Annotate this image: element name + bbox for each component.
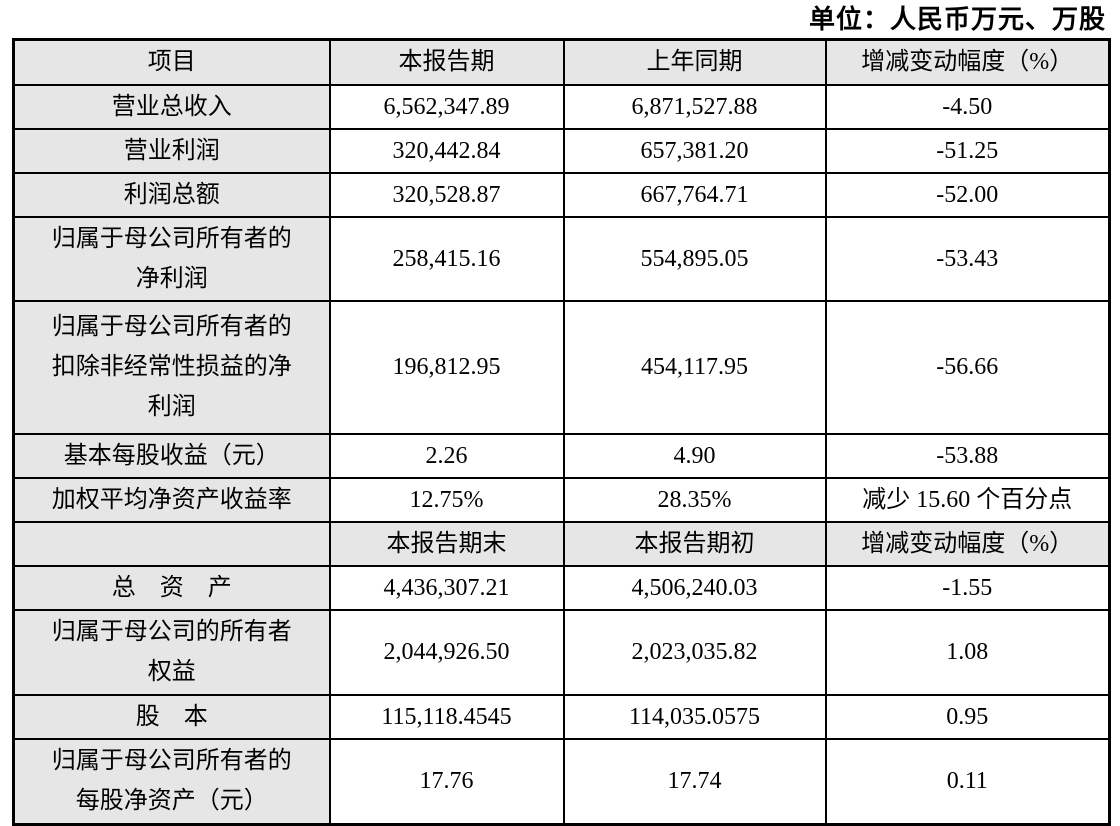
row-label: 营业总收入 bbox=[12, 83, 331, 130]
value-current: 2,044,926.50 bbox=[328, 608, 565, 696]
value-current: 6,562,347.89 bbox=[328, 83, 565, 130]
table-header-row-1: 项目 本报告期 上年同期 增减变动幅度（%） bbox=[12, 38, 1111, 86]
table-row-total-revenue: 营业总收入 6,562,347.89 6,871,527.88 -4.50 bbox=[12, 83, 1111, 130]
row-label: 股 本 bbox=[12, 693, 331, 740]
value-prior: 6,871,527.88 bbox=[562, 83, 827, 130]
header-period-begin: 本报告期初 bbox=[562, 520, 827, 567]
row-label: 总 资 产 bbox=[12, 564, 331, 611]
value-change: -52.00 bbox=[824, 171, 1111, 218]
header-change-percent: 增减变动幅度（%） bbox=[824, 38, 1111, 86]
row-label: 营业利润 bbox=[12, 127, 331, 174]
value-prior: 667,764.71 bbox=[562, 171, 827, 218]
value-prior: 657,381.20 bbox=[562, 127, 827, 174]
table-row-total-assets: 总 资 产 4,436,307.21 4,506,240.03 -1.55 bbox=[12, 564, 1111, 611]
table-row-net-profit-parent: 归属于母公司所有者的 净利润 258,415.16 554,895.05 -53… bbox=[12, 215, 1111, 302]
header-empty bbox=[12, 520, 331, 567]
table-row-parent-equity: 归属于母公司的所有者 权益 2,044,926.50 2,023,035.82 … bbox=[12, 608, 1111, 696]
value-prior: 4,506,240.03 bbox=[562, 564, 827, 611]
row-label: 归属于母公司所有者的 净利润 bbox=[12, 215, 331, 302]
value-current: 320,442.84 bbox=[328, 127, 565, 174]
value-change: 减少 15.60 个百分点 bbox=[824, 476, 1111, 523]
table-row-total-profit: 利润总额 320,528.87 667,764.71 -52.00 bbox=[12, 171, 1111, 218]
row-label: 基本每股收益（元） bbox=[12, 432, 331, 479]
value-current: 2.26 bbox=[328, 432, 565, 479]
value-change: -56.66 bbox=[824, 299, 1111, 435]
value-current: 320,528.87 bbox=[328, 171, 565, 218]
header-prior-period: 上年同期 bbox=[562, 38, 827, 86]
header-current-period: 本报告期 bbox=[328, 38, 565, 86]
table-header-row-2: 本报告期末 本报告期初 增减变动幅度（%） bbox=[12, 520, 1111, 567]
row-label: 归属于母公司所有者的 每股净资产（元） bbox=[12, 737, 331, 826]
value-current: 115,118.4545 bbox=[328, 693, 565, 740]
value-change: 1.08 bbox=[824, 608, 1111, 696]
header-change-percent-2: 增减变动幅度（%） bbox=[824, 520, 1111, 567]
value-prior: 114,035.0575 bbox=[562, 693, 827, 740]
table-row-share-capital: 股 本 115,118.4545 114,035.0575 0.95 bbox=[12, 693, 1111, 740]
value-prior: 17.74 bbox=[562, 737, 827, 826]
row-label: 加权平均净资产收益率 bbox=[12, 476, 331, 523]
value-change: -53.88 bbox=[824, 432, 1111, 479]
value-current: 4,436,307.21 bbox=[328, 564, 565, 611]
table-row-net-assets-per-share: 归属于母公司所有者的 每股净资产（元） 17.76 17.74 0.11 bbox=[12, 737, 1111, 826]
value-prior: 554,895.05 bbox=[562, 215, 827, 302]
table-row-net-profit-excl-nonrecurring: 归属于母公司所有者的 扣除非经常性损益的净 利润 196,812.95 454,… bbox=[12, 299, 1111, 435]
value-change: 0.11 bbox=[824, 737, 1111, 826]
financial-summary-table: 项目 本报告期 上年同期 增减变动幅度（%） 营业总收入 6,562,347.8… bbox=[12, 38, 1111, 826]
value-prior: 28.35% bbox=[562, 476, 827, 523]
row-label: 归属于母公司所有者的 扣除非经常性损益的净 利润 bbox=[12, 299, 331, 435]
value-current: 258,415.16 bbox=[328, 215, 565, 302]
value-prior: 4.90 bbox=[562, 432, 827, 479]
value-prior: 2,023,035.82 bbox=[562, 608, 827, 696]
value-current: 12.75% bbox=[328, 476, 565, 523]
value-change: -53.43 bbox=[824, 215, 1111, 302]
value-current: 17.76 bbox=[328, 737, 565, 826]
row-label: 归属于母公司的所有者 权益 bbox=[12, 608, 331, 696]
value-change: -4.50 bbox=[824, 83, 1111, 130]
value-change: 0.95 bbox=[824, 693, 1111, 740]
header-item-label: 项目 bbox=[12, 38, 331, 86]
header-period-end: 本报告期末 bbox=[328, 520, 565, 567]
value-prior: 454,117.95 bbox=[562, 299, 827, 435]
table-row-basic-eps: 基本每股收益（元） 2.26 4.90 -53.88 bbox=[12, 432, 1111, 479]
row-label: 利润总额 bbox=[12, 171, 331, 218]
table-row-operating-profit: 营业利润 320,442.84 657,381.20 -51.25 bbox=[12, 127, 1111, 174]
table-row-weighted-avg-roe: 加权平均净资产收益率 12.75% 28.35% 减少 15.60 个百分点 bbox=[12, 476, 1111, 523]
value-change: -51.25 bbox=[824, 127, 1111, 174]
value-current: 196,812.95 bbox=[328, 299, 565, 435]
value-change: -1.55 bbox=[824, 564, 1111, 611]
unit-label: 单位：人民币万元、万股 bbox=[808, 4, 1106, 34]
